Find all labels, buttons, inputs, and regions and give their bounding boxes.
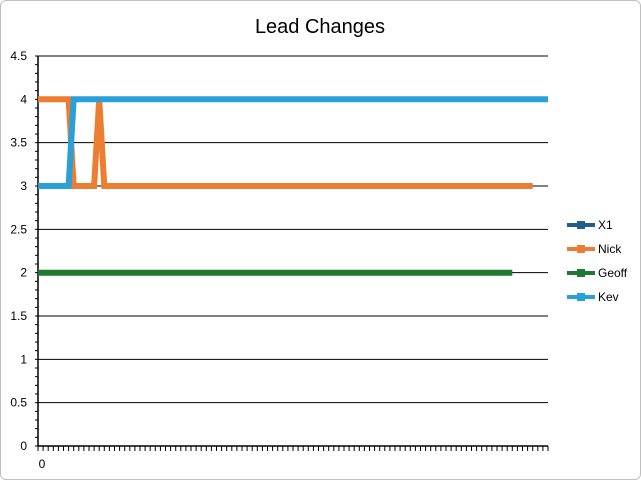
legend-item-nick: Nick bbox=[567, 242, 622, 256]
legend-item-x1: X1 bbox=[567, 218, 613, 232]
y-tick-label: 3.5 bbox=[10, 136, 27, 150]
legend: X1 Nick Geoff Kev bbox=[567, 218, 628, 304]
series-line-nick bbox=[38, 96, 533, 189]
legend-swatch-marker bbox=[577, 221, 585, 229]
legend-item-geoff: Geoff bbox=[567, 266, 628, 280]
y-tick-label: 1 bbox=[20, 352, 27, 366]
legend-label: Geoff bbox=[598, 266, 628, 280]
y-tick-label: 4 bbox=[20, 92, 27, 106]
y-tick-label: 1.5 bbox=[10, 309, 27, 323]
legend-swatch-marker bbox=[577, 269, 585, 277]
legend-label: Kev bbox=[598, 290, 619, 304]
legend-swatch-marker bbox=[577, 293, 585, 301]
legend-item-kev: Kev bbox=[567, 290, 619, 304]
y-tick-label: 2 bbox=[20, 266, 27, 280]
legend-label: Nick bbox=[598, 242, 622, 256]
chart-title: Lead Changes bbox=[255, 16, 385, 38]
gridlines bbox=[38, 55, 548, 404]
axes bbox=[35, 55, 548, 447]
series-lines bbox=[38, 96, 548, 276]
y-tick-label: 3 bbox=[20, 179, 27, 193]
legend-label: X1 bbox=[598, 218, 613, 232]
y-tick-label: 4.5 bbox=[10, 49, 27, 63]
y-tick-labels: 0 0.5 1 1.5 2 2.5 3 3.5 4 4.5 bbox=[10, 49, 27, 453]
y-tick-label: 0 bbox=[20, 439, 27, 453]
y-tick-label: 0.5 bbox=[10, 396, 27, 410]
legend-swatch-marker bbox=[577, 245, 585, 253]
x-tick-marks: 0 bbox=[37, 446, 549, 471]
series-line-kev bbox=[38, 96, 548, 189]
x-tick-label: 0 bbox=[39, 457, 46, 471]
y-tick-label: 2.5 bbox=[10, 222, 27, 236]
